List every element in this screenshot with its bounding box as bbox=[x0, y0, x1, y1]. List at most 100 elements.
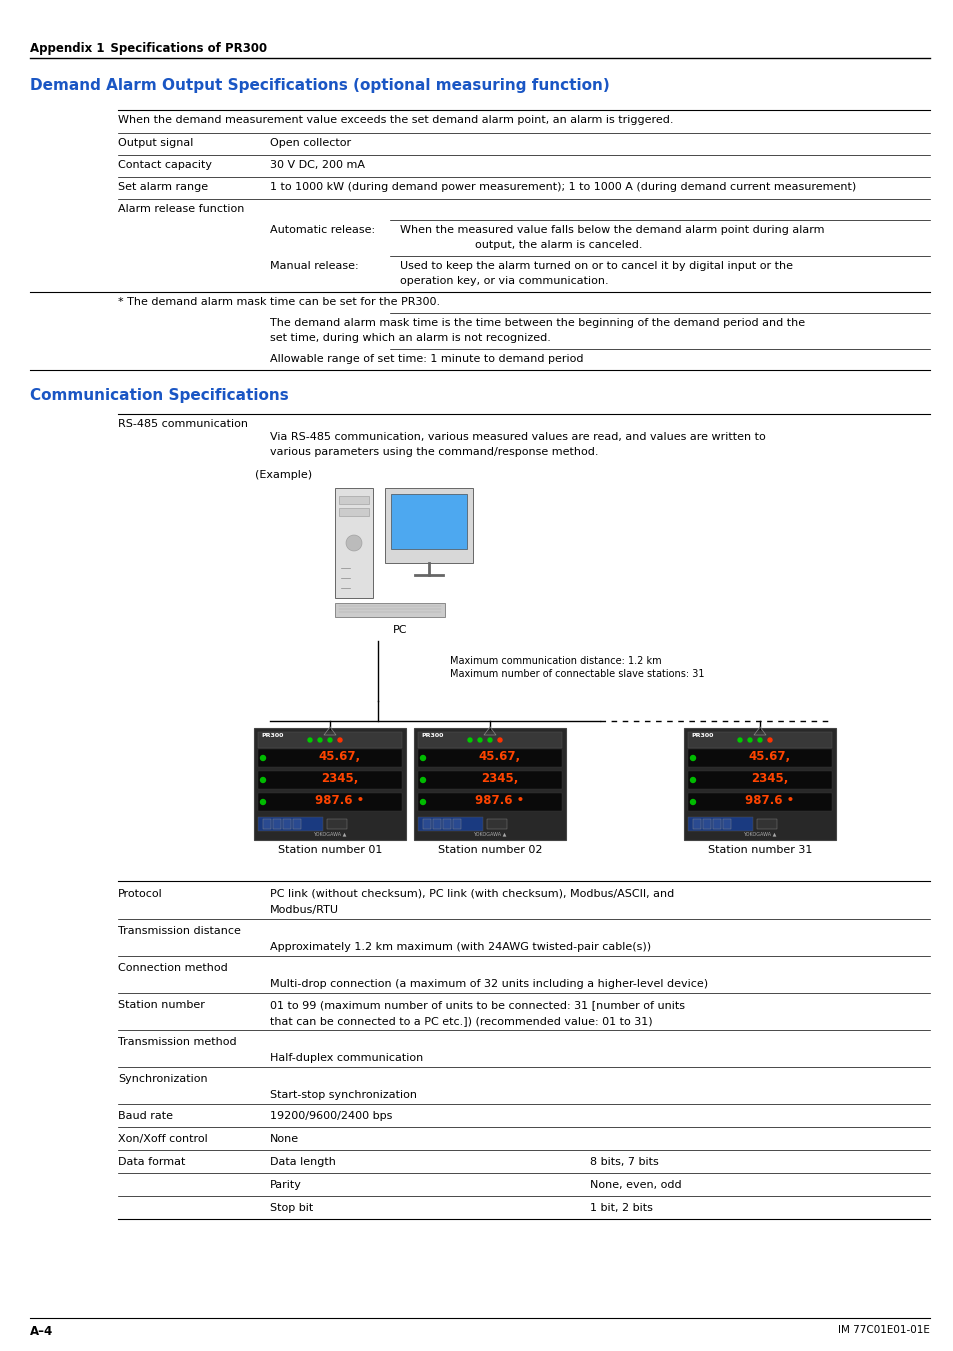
Text: IM 77C01E01-01E: IM 77C01E01-01E bbox=[838, 1325, 929, 1335]
Circle shape bbox=[420, 777, 425, 782]
Text: Parity: Parity bbox=[270, 1179, 301, 1190]
Text: Communication Specifications: Communication Specifications bbox=[30, 388, 289, 403]
FancyBboxPatch shape bbox=[338, 508, 369, 516]
Text: Synchronization: Synchronization bbox=[118, 1074, 208, 1084]
Circle shape bbox=[420, 800, 425, 804]
Text: Maximum number of connectable slave stations: 31: Maximum number of connectable slave stat… bbox=[450, 669, 703, 680]
FancyBboxPatch shape bbox=[283, 819, 291, 830]
Text: 2345,: 2345, bbox=[481, 771, 518, 785]
FancyBboxPatch shape bbox=[417, 771, 561, 789]
FancyBboxPatch shape bbox=[391, 494, 467, 549]
FancyBboxPatch shape bbox=[433, 819, 440, 830]
Text: Station number 01: Station number 01 bbox=[277, 844, 382, 855]
Text: YOKOGAWA ▲: YOKOGAWA ▲ bbox=[473, 831, 506, 836]
Text: Data format: Data format bbox=[118, 1156, 185, 1167]
Text: Protocol: Protocol bbox=[118, 889, 163, 898]
Text: Used to keep the alarm turned on or to cancel it by digital input or the: Used to keep the alarm turned on or to c… bbox=[399, 261, 792, 272]
FancyBboxPatch shape bbox=[687, 817, 752, 831]
FancyBboxPatch shape bbox=[757, 819, 776, 830]
Text: operation key, or via communication.: operation key, or via communication. bbox=[399, 276, 608, 286]
Text: 8 bits, 7 bits: 8 bits, 7 bits bbox=[589, 1156, 659, 1167]
FancyBboxPatch shape bbox=[692, 819, 700, 830]
Text: Start-stop synchronization: Start-stop synchronization bbox=[270, 1090, 416, 1100]
Circle shape bbox=[488, 738, 492, 742]
Circle shape bbox=[346, 535, 361, 551]
Text: 45.67,: 45.67, bbox=[748, 750, 790, 763]
Text: Data length: Data length bbox=[270, 1156, 335, 1167]
FancyBboxPatch shape bbox=[722, 819, 730, 830]
Text: 987.6 •: 987.6 • bbox=[315, 794, 364, 807]
Circle shape bbox=[260, 800, 265, 804]
Text: Demand Alarm Output Specifications (optional measuring function): Demand Alarm Output Specifications (opti… bbox=[30, 78, 609, 93]
Text: Station number 02: Station number 02 bbox=[437, 844, 541, 855]
Text: Appendix 1: Appendix 1 bbox=[30, 42, 105, 55]
Circle shape bbox=[308, 738, 312, 742]
Text: The demand alarm mask time is the time between the beginning of the demand perio: The demand alarm mask time is the time b… bbox=[270, 317, 804, 328]
FancyBboxPatch shape bbox=[712, 819, 720, 830]
Text: 2345,: 2345, bbox=[321, 771, 358, 785]
FancyBboxPatch shape bbox=[335, 488, 373, 598]
Circle shape bbox=[738, 738, 741, 742]
Text: When the demand measurement value exceeds the set demand alarm point, an alarm i: When the demand measurement value exceed… bbox=[118, 115, 673, 126]
Text: Approximately 1.2 km maximum (with 24AWG twisted-pair cable(s)): Approximately 1.2 km maximum (with 24AWG… bbox=[270, 942, 651, 952]
Text: 30 V DC, 200 mA: 30 V DC, 200 mA bbox=[270, 159, 365, 170]
FancyBboxPatch shape bbox=[335, 603, 444, 617]
Circle shape bbox=[767, 738, 771, 742]
Text: Connection method: Connection method bbox=[118, 963, 228, 973]
Text: Xon/Xoff control: Xon/Xoff control bbox=[118, 1133, 208, 1144]
Text: 987.6 •: 987.6 • bbox=[744, 794, 794, 807]
Text: Transmission method: Transmission method bbox=[118, 1038, 236, 1047]
Text: 45.67,: 45.67, bbox=[318, 750, 360, 763]
Text: Maximum communication distance: 1.2 km: Maximum communication distance: 1.2 km bbox=[450, 657, 661, 666]
FancyBboxPatch shape bbox=[257, 817, 323, 831]
FancyBboxPatch shape bbox=[253, 728, 406, 840]
Text: Automatic release:: Automatic release: bbox=[270, 226, 375, 235]
Text: RS-485 communication: RS-485 communication bbox=[118, 419, 248, 430]
FancyBboxPatch shape bbox=[338, 496, 369, 504]
Text: 45.67,: 45.67, bbox=[478, 750, 520, 763]
Text: None: None bbox=[270, 1133, 299, 1144]
FancyBboxPatch shape bbox=[453, 819, 460, 830]
FancyBboxPatch shape bbox=[293, 819, 301, 830]
Text: A–4: A–4 bbox=[30, 1325, 53, 1337]
FancyBboxPatch shape bbox=[687, 771, 831, 789]
Text: * The demand alarm mask time can be set for the PR300.: * The demand alarm mask time can be set … bbox=[118, 297, 439, 307]
Text: Modbus/RTU: Modbus/RTU bbox=[270, 905, 338, 915]
Circle shape bbox=[690, 777, 695, 782]
FancyBboxPatch shape bbox=[417, 817, 482, 831]
Text: 2345,: 2345, bbox=[751, 771, 788, 785]
FancyBboxPatch shape bbox=[687, 793, 831, 811]
Text: Multi-drop connection (a maximum of 32 units including a higher-level device): Multi-drop connection (a maximum of 32 u… bbox=[270, 979, 707, 989]
FancyBboxPatch shape bbox=[385, 488, 473, 563]
Text: Alarm release function: Alarm release function bbox=[118, 204, 244, 213]
Text: Allowable range of set time: 1 minute to demand period: Allowable range of set time: 1 minute to… bbox=[270, 354, 583, 363]
Text: When the measured value falls below the demand alarm point during alarm: When the measured value falls below the … bbox=[399, 226, 823, 235]
Circle shape bbox=[690, 755, 695, 761]
Text: Contact capacity: Contact capacity bbox=[118, 159, 212, 170]
FancyBboxPatch shape bbox=[683, 728, 835, 840]
FancyBboxPatch shape bbox=[257, 771, 401, 789]
Text: various parameters using the command/response method.: various parameters using the command/res… bbox=[270, 447, 598, 457]
Text: PR300: PR300 bbox=[261, 734, 283, 738]
Text: 01 to 99 (maximum number of units to be connected: 31 [number of units: 01 to 99 (maximum number of units to be … bbox=[270, 1000, 684, 1011]
FancyBboxPatch shape bbox=[327, 819, 347, 830]
Text: set time, during which an alarm is not recognized.: set time, during which an alarm is not r… bbox=[270, 332, 550, 343]
FancyBboxPatch shape bbox=[702, 819, 710, 830]
Text: Open collector: Open collector bbox=[270, 138, 351, 149]
FancyBboxPatch shape bbox=[417, 793, 561, 811]
Text: Baud rate: Baud rate bbox=[118, 1111, 172, 1121]
Circle shape bbox=[758, 738, 761, 742]
FancyBboxPatch shape bbox=[687, 748, 831, 767]
Circle shape bbox=[317, 738, 322, 742]
Text: 19200/9600/2400 bps: 19200/9600/2400 bps bbox=[270, 1111, 392, 1121]
FancyBboxPatch shape bbox=[687, 732, 831, 748]
Text: YOKOGAWA ▲: YOKOGAWA ▲ bbox=[742, 831, 776, 836]
Circle shape bbox=[260, 755, 265, 761]
FancyBboxPatch shape bbox=[486, 819, 506, 830]
Text: PC: PC bbox=[393, 626, 407, 635]
Circle shape bbox=[497, 738, 501, 742]
FancyBboxPatch shape bbox=[417, 732, 561, 748]
FancyBboxPatch shape bbox=[263, 819, 271, 830]
Text: PC link (without checksum), PC link (with checksum), Modbus/ASCII, and: PC link (without checksum), PC link (wit… bbox=[270, 889, 674, 898]
Circle shape bbox=[328, 738, 332, 742]
